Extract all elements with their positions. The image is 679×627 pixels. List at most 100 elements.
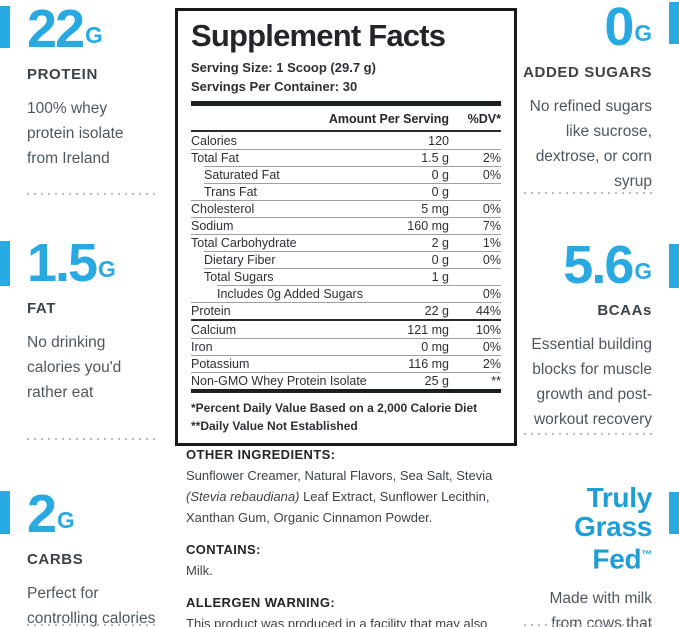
stat-bcaas-number: 5.6G: [514, 238, 652, 292]
nutrient-name: Non-GMO Whey Protein Isolate: [191, 373, 367, 388]
dotted-divider: [524, 433, 652, 435]
nutrient-name: Total Fat: [191, 150, 239, 165]
serving-info: Serving Size: 1 Scoop (29.7 g) Servings …: [191, 58, 501, 96]
nutrient-dv: 1%: [482, 235, 501, 250]
stat-description: Perfect for controlling calories and car…: [27, 585, 156, 627]
table-header: Amount Per Serving %DV*: [191, 106, 501, 132]
nutrition-row: Dietary Fiber 0 g 0%: [191, 251, 501, 268]
nutrition-row: Sodium 160 mg 7%: [191, 217, 501, 234]
dv-header: %DV*: [467, 112, 501, 126]
edge-accent-bar: [0, 491, 10, 534]
stat-value: 2: [27, 484, 57, 544]
stat-value: 1.5: [27, 233, 98, 293]
stat-description: Essential building blocks for muscle gro…: [531, 336, 652, 428]
panel-title: Supplement Facts: [191, 18, 446, 53]
servings-per-container: Servings Per Container: 30: [191, 79, 358, 94]
stat-description: Made with milk from cows that spend at l…: [549, 590, 653, 627]
brand-title: Truly Grass Fed™: [514, 483, 652, 573]
contains-section: CONTAINS: Milk.: [186, 541, 522, 581]
amount-per-serving-header: Amount Per Serving: [328, 112, 449, 126]
allergen-heading: ALLERGEN WARNING:: [186, 595, 336, 610]
dotted-divider: [27, 193, 155, 195]
footnote-not-established: **Daily Value Not Established: [191, 419, 358, 433]
contains-text: Milk.: [186, 563, 213, 578]
nutrition-row: Calcium 121 mg 10%: [191, 321, 501, 338]
nutrient-name: Protein: [191, 303, 231, 318]
stat-description: No drinking calories you'd rather eat: [27, 334, 122, 401]
nutrient-amount: 1 g: [431, 269, 449, 284]
brand-line2: Grass Fed: [574, 511, 652, 575]
nutrient-dv: 7%: [482, 218, 501, 233]
nutrition-row: Calories 120: [191, 132, 501, 149]
nutrition-row: Total Carbohydrate 2 g 1%: [191, 234, 501, 251]
stat-bcaas: 5.6G BCAAs Essential building blocks for…: [514, 238, 652, 432]
stat-carbs: 2G CARBS Perfect for controlling calorie…: [27, 487, 161, 627]
nutrient-dv: 0%: [482, 201, 501, 216]
nutrient-amount: 22 g: [424, 303, 449, 318]
stat-truly-grass-fed: Truly Grass Fed™ Made with milk from cow…: [514, 483, 653, 627]
other-ingredients-latin: (Stevia rebaudiana): [186, 489, 300, 504]
footnotes: *Percent Daily Value Based on a 2,000 Ca…: [191, 399, 501, 435]
nutrient-amount: 5 mg: [421, 201, 449, 216]
thick-rule: [191, 389, 501, 393]
nutrient-amount: 120: [428, 133, 449, 148]
nutrient-amount: 0 g: [431, 167, 449, 182]
nutrient-amount: 116 mg: [408, 356, 449, 371]
stat-label: BCAAs: [597, 302, 652, 319]
stat-label: FAT: [27, 300, 57, 317]
nutrition-row: Non-GMO Whey Protein Isolate 25 g **: [191, 372, 501, 389]
edge-accent-bar: [669, 244, 679, 288]
stat-label: CARBS: [27, 551, 84, 568]
nutrient-dv: 44%: [475, 303, 501, 318]
nutrient-name: Trans Fat: [204, 184, 258, 199]
other-ingredients-section: OTHER INGREDIENTS: Sunflower Creamer, Na…: [186, 446, 522, 528]
allergen-section: ALLERGEN WARNING: This product was produ…: [186, 594, 522, 627]
dotted-divider: [27, 624, 155, 626]
other-ingredients-text: Sunflower Creamer, Natural Flavors, Sea …: [186, 465, 522, 528]
nutrition-rows: Calories 120 Total Fat 1.5 g 2% Saturated Fat…: [191, 132, 501, 389]
thick-rule: [191, 101, 501, 106]
nutrient-name: Iron: [191, 339, 213, 354]
nutrient-dv: 0%: [482, 252, 501, 267]
dotted-divider: [524, 192, 652, 194]
edge-accent-bar: [0, 241, 10, 286]
allergen-text: This product was produced in a facility …: [186, 616, 488, 627]
dotted-divider: [524, 624, 652, 626]
nutrient-dv: 2%: [482, 150, 501, 165]
nutrient-name: Total Carbohydrate: [191, 235, 297, 250]
nutrient-dv: 10%: [475, 322, 501, 337]
other-ingredients-heading: OTHER INGREDIENTS:: [186, 447, 336, 462]
stat-protein-number: 22G: [27, 2, 161, 56]
nutrition-row: Saturated Fat 0 g 0%: [191, 166, 501, 183]
nutrition-row: Cholesterol 5 mg 0%: [191, 200, 501, 217]
trademark-symbol: ™: [641, 549, 652, 561]
stat-value: 0: [604, 0, 634, 57]
nutrient-amount: 121 mg: [407, 322, 449, 337]
stat-fat: 1.5G FAT No drinking calories you'd rath…: [27, 236, 161, 405]
edge-accent-bar: [669, 2, 679, 44]
stat-value: 5.6: [563, 235, 634, 295]
other-ingredients-post: Leaf Extract, Sunflower Lecithin, Xantha…: [186, 489, 490, 525]
nutrient-name: Calcium: [191, 322, 237, 337]
stat-unit: G: [634, 258, 652, 285]
nutrient-name: Saturated Fat: [204, 167, 280, 182]
nutrient-name: Dietary Fiber: [204, 252, 276, 267]
nutrient-dv: 0%: [482, 167, 501, 182]
nutrient-amount: 2 g: [431, 235, 449, 250]
nutrient-amount: 0 g: [431, 184, 449, 199]
edge-accent-bar: [0, 6, 10, 48]
nutrition-row: Iron 0 mg 0%: [191, 338, 501, 355]
stat-description: 100% whey protein isolate from Ireland: [27, 100, 124, 167]
nutrient-amount: 0 mg: [421, 339, 449, 354]
footnote-dv: *Percent Daily Value Based on a 2,000 Ca…: [191, 401, 478, 415]
stat-description: No refined sugars like sucrose, dextrose…: [529, 98, 652, 190]
nutrition-row: Trans Fat 0 g: [191, 183, 501, 200]
dotted-divider: [27, 438, 155, 440]
nutrition-row: Protein 22 g 44%: [191, 302, 501, 321]
edge-accent-bar: [669, 492, 679, 534]
nutrient-name: Calories: [191, 133, 237, 148]
stat-protein: 22G PROTEIN 100% whey protein isolate fr…: [27, 2, 161, 171]
nutrient-amount: 0 g: [431, 252, 449, 267]
nutrient-dv: 2%: [482, 356, 501, 371]
nutrient-name: Cholesterol: [191, 201, 255, 216]
